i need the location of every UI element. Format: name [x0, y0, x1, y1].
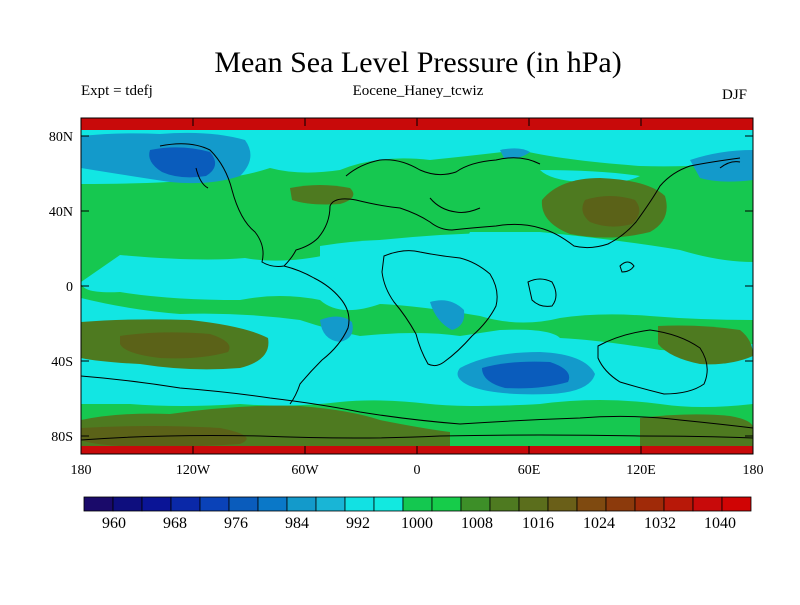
season-label: DJF — [722, 87, 748, 103]
colorbar-swatch — [576, 496, 607, 512]
colorbar-swatch — [286, 496, 317, 512]
pressure-field — [81, 118, 753, 454]
colorbar-swatch — [315, 496, 346, 512]
colorbar-label: 976 — [224, 515, 248, 532]
colorbar-label: 1000 — [401, 515, 433, 532]
lon-label: 120W — [176, 463, 211, 478]
colorbar — [83, 496, 752, 512]
colorbar-swatch — [170, 496, 201, 512]
lat-label: 0 — [66, 280, 73, 295]
lat-label: 80S — [51, 430, 73, 445]
field-984 — [149, 147, 570, 389]
colorbar-label: 960 — [102, 515, 126, 532]
colorbar-label: 992 — [346, 515, 370, 532]
colorbar-label: 968 — [163, 515, 187, 532]
lon-label: 60W — [291, 463, 319, 478]
colorbar-swatch — [692, 496, 723, 512]
experiment-label: Expt = tdefj — [81, 83, 153, 99]
colorbar-swatch — [489, 496, 520, 512]
lon-label: 60E — [518, 463, 541, 478]
longitude-labels: 180 120W 60W 0 60E 120E 180 — [71, 463, 764, 478]
colorbar-swatch — [605, 496, 636, 512]
lon-label: 180 — [743, 463, 764, 478]
colorbar-swatch — [83, 496, 114, 512]
figure-title: Mean Sea Level Pressure (in hPa) — [214, 46, 622, 79]
colorbar-label: 1024 — [583, 515, 615, 532]
colorbar-swatch — [344, 496, 375, 512]
colorbar-label: 1032 — [644, 515, 676, 532]
lon-label: 180 — [71, 463, 92, 478]
colorbar-swatch — [141, 496, 172, 512]
lon-label: 0 — [414, 463, 421, 478]
colorbar-swatch — [257, 496, 288, 512]
colorbar-swatch — [663, 496, 694, 512]
colorbar-swatch — [634, 496, 665, 512]
colorbar-swatch — [547, 496, 578, 512]
latitude-labels: 80N 40N 0 40S 80S — [49, 130, 73, 445]
coastlines — [81, 143, 753, 441]
lat-label: 80N — [49, 130, 73, 145]
lat-label: 40N — [49, 205, 73, 220]
colorbar-swatch — [112, 496, 143, 512]
colorbar-label: 984 — [285, 515, 309, 532]
colorbar-label: 1008 — [461, 515, 493, 532]
colorbar-labels: 960 968 976 984 992 1000 1008 1016 1024 … — [102, 515, 736, 532]
colorbar-swatch — [199, 496, 230, 512]
lat-label: 40S — [51, 355, 73, 370]
colorbar-label: 1040 — [704, 515, 736, 532]
colorbar-swatch — [228, 496, 259, 512]
colorbar-swatch — [460, 496, 491, 512]
colorbar-label: 1016 — [522, 515, 554, 532]
colorbar-swatch — [402, 496, 433, 512]
colorbar-swatch — [518, 496, 549, 512]
colorbar-swatch — [721, 496, 752, 512]
run-name-label: Eocene_Haney_tcwiz — [352, 83, 484, 99]
lon-label: 120E — [626, 463, 656, 478]
map-ticks — [81, 118, 753, 454]
colorbar-swatch — [431, 496, 462, 512]
colorbar-swatch — [373, 496, 404, 512]
